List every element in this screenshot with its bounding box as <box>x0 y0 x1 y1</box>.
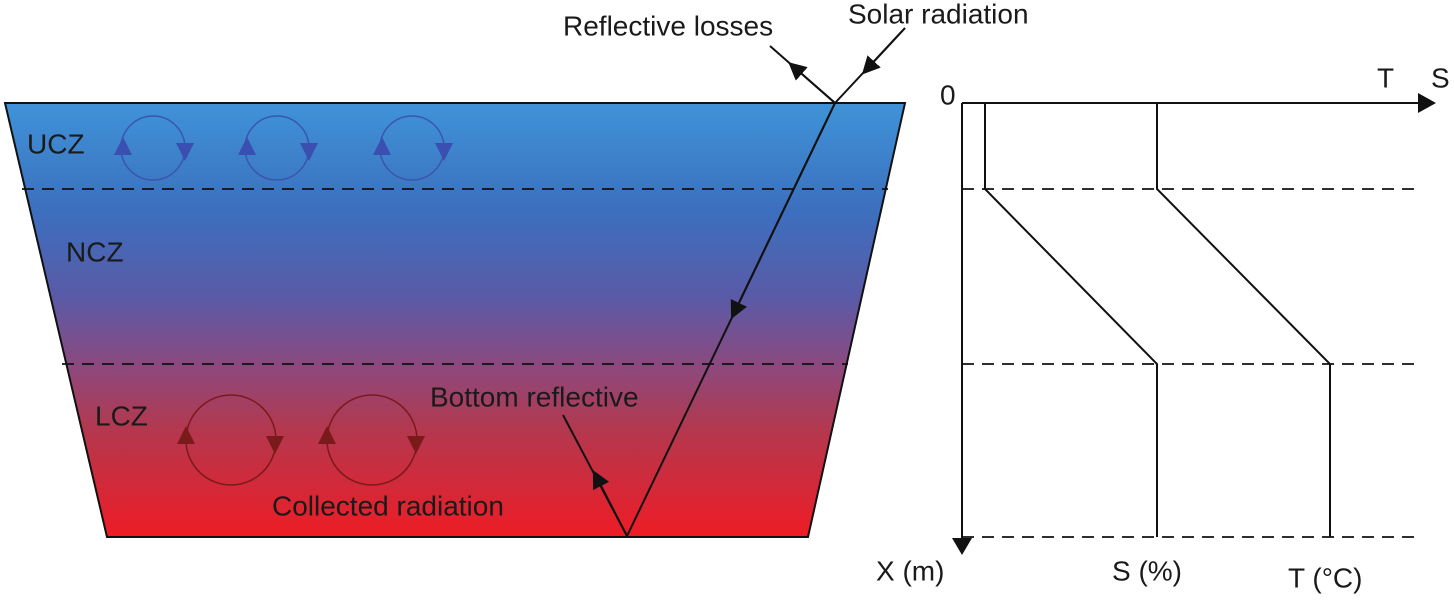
convection-arrows-lower <box>177 426 425 454</box>
depth-arrowhead <box>952 538 972 555</box>
refracted-arrow <box>730 102 836 320</box>
depth-label: X (m) <box>876 555 944 586</box>
axis-label: S <box>1431 62 1450 93</box>
curve-label: T (°C) <box>1288 562 1362 593</box>
solar-label: Solar radiation <box>848 0 1029 29</box>
axis-label: T <box>1377 62 1394 93</box>
reflective-label: Reflective losses <box>563 10 773 41</box>
zone-label: NCZ <box>66 236 124 267</box>
reflected-arrow <box>788 62 836 104</box>
zone-label: UCZ <box>27 128 85 159</box>
collected-label: Collected radiation <box>272 490 504 521</box>
zone-label: LCZ <box>95 400 148 431</box>
bottom-arrow <box>592 470 628 537</box>
origin-label: 0 <box>940 79 956 110</box>
temperature-profile <box>1156 103 1331 537</box>
pond <box>3 102 907 538</box>
curve-label: S (%) <box>1112 555 1182 586</box>
convection-arrows-upper <box>114 137 453 161</box>
solar-arrow <box>861 27 906 75</box>
bottom-label: Bottom reflective <box>430 381 639 412</box>
value-arrowhead <box>1418 93 1436 113</box>
salinity-profile <box>984 103 1158 537</box>
